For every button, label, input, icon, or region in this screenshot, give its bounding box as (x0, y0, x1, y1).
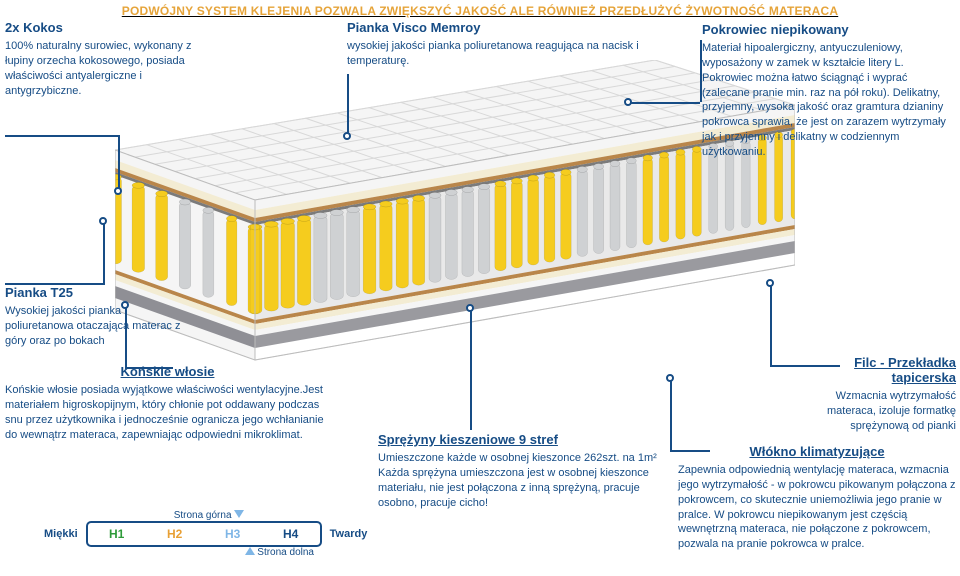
legend-seg: H4 (262, 523, 320, 545)
label-t25: Pianka T25 Wysokiej jakości pianka poliu… (5, 285, 185, 349)
callout-line (118, 135, 120, 190)
label-title: Włókno klimatyzujące (678, 444, 956, 459)
label-konskie: Końskie włosie Końskie włosie posiada wy… (5, 364, 330, 442)
label-body: 100% naturalny surowiec, wykonany z łupi… (5, 39, 205, 98)
callout-dot (466, 304, 474, 312)
label-pokrowiec: Pokrowiec niepikowany Materiał hipoalerg… (702, 22, 957, 160)
mattress-illustration (115, 60, 795, 380)
label-body: Wysokiej jakości pianka poliuretanowa ot… (5, 304, 185, 349)
legend-soft: Miękki (44, 528, 78, 540)
label-body: Umieszczone każde w osobnej kieszonce 26… (378, 451, 668, 510)
arrow-up-icon (245, 547, 255, 555)
label-body: Materiał hipoalergiczny, antyuczuleniowy… (702, 41, 957, 160)
legend-bottom-label: Strona dolna (44, 547, 374, 558)
callout-line (470, 310, 472, 430)
callout-dot (343, 132, 351, 140)
label-body: Zapewnia odpowiednią wentylację materaca… (678, 463, 956, 552)
headline: PODWÓJNY SYSTEM KLEJENIA POZWALA ZWIĘKSZ… (0, 4, 960, 18)
legend-seg: H3 (204, 523, 262, 545)
label-title: Pokrowiec niepikowany (702, 22, 957, 37)
label-title: Filc - Przekładka tapicerska (808, 355, 956, 385)
callout-line (5, 135, 120, 137)
label-body: wysokiej jakości pianka poliuretanowa re… (347, 39, 647, 69)
label-title: 2x Kokos (5, 20, 205, 35)
label-title: Pianka Visco Memroy (347, 20, 647, 35)
callout-line (670, 380, 672, 450)
callout-dot (666, 374, 674, 382)
label-title: Pianka T25 (5, 285, 185, 300)
callout-dot (624, 98, 632, 106)
label-wlokno: Włókno klimatyzujące Zapewnia odpowiedni… (678, 444, 956, 552)
legend-box: H1H2H3H4 (86, 521, 322, 547)
callout-dot (766, 279, 774, 287)
callout-line (770, 285, 772, 365)
label-body: Końskie włosie posiada wyjątkowe właściw… (5, 383, 330, 442)
label-title: Końskie włosie (5, 364, 330, 379)
arrow-down-icon (234, 510, 244, 518)
legend-hard: Twardy (330, 528, 368, 540)
label-sprezyny: Sprężyny kieszeniowe 9 stref Umieszczone… (378, 432, 668, 510)
legend-seg: H1 (88, 523, 146, 545)
legend-seg: H2 (146, 523, 204, 545)
label-title: Sprężyny kieszeniowe 9 stref (378, 432, 668, 447)
legend-top-label: Strona górna (44, 510, 374, 521)
label-filc: Filc - Przekładka tapicerska Wzmacnia wy… (808, 355, 956, 434)
callout-line (103, 223, 105, 284)
callout-line (347, 74, 349, 134)
hardness-legend: Strona górna Miękki H1H2H3H4 Twardy Stro… (44, 510, 374, 558)
label-visco: Pianka Visco Memroy wysokiej jakości pia… (347, 20, 647, 69)
callout-dot (99, 217, 107, 225)
label-kokos: 2x Kokos 100% naturalny surowiec, wykona… (5, 20, 205, 98)
callout-line (630, 102, 700, 104)
label-body: Wzmacnia wytrzymałość materaca, izoluje … (808, 389, 956, 434)
callout-dot (114, 187, 122, 195)
